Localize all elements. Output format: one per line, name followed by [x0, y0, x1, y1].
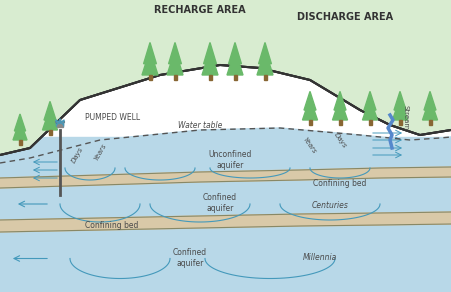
Polygon shape — [44, 101, 56, 120]
Bar — [368, 120, 372, 125]
Polygon shape — [227, 50, 243, 75]
Text: Water table: Water table — [178, 121, 222, 131]
Text: Millennia: Millennia — [303, 253, 337, 263]
Polygon shape — [258, 43, 272, 64]
Polygon shape — [0, 212, 451, 232]
Bar — [57, 121, 63, 127]
Text: Years: Years — [302, 136, 318, 154]
Polygon shape — [257, 50, 273, 75]
Polygon shape — [169, 43, 181, 64]
Text: DISCHARGE AREA: DISCHARGE AREA — [297, 12, 393, 22]
Text: Days: Days — [332, 131, 347, 149]
Bar — [263, 75, 267, 80]
Bar — [339, 120, 341, 125]
Polygon shape — [392, 98, 408, 120]
Polygon shape — [0, 167, 451, 188]
Polygon shape — [424, 91, 436, 110]
Polygon shape — [0, 0, 451, 155]
Polygon shape — [229, 43, 241, 64]
Text: Confined
aquifer: Confined aquifer — [203, 193, 237, 213]
Polygon shape — [14, 114, 26, 131]
Bar — [234, 75, 236, 80]
Polygon shape — [0, 128, 451, 178]
Bar — [428, 120, 432, 125]
Text: RECHARGE AREA: RECHARGE AREA — [154, 5, 246, 15]
Polygon shape — [42, 108, 57, 130]
Polygon shape — [423, 98, 437, 120]
Text: Confining bed: Confining bed — [313, 178, 367, 187]
Text: Confined
aquifer: Confined aquifer — [173, 248, 207, 268]
Polygon shape — [0, 224, 451, 292]
Polygon shape — [143, 43, 156, 64]
Bar — [308, 120, 312, 125]
Polygon shape — [303, 98, 318, 120]
Polygon shape — [332, 98, 348, 120]
Polygon shape — [167, 50, 183, 75]
Polygon shape — [394, 91, 406, 110]
Polygon shape — [13, 120, 27, 140]
Bar — [174, 75, 176, 80]
Polygon shape — [364, 91, 376, 110]
Bar — [49, 130, 51, 135]
Bar — [399, 120, 401, 125]
Bar — [18, 140, 22, 145]
Polygon shape — [142, 50, 158, 75]
Polygon shape — [203, 43, 216, 64]
Polygon shape — [334, 91, 346, 110]
Text: Stream: Stream — [402, 105, 408, 130]
Text: Years: Years — [93, 142, 107, 161]
Bar — [208, 75, 212, 80]
Polygon shape — [0, 177, 451, 220]
Polygon shape — [202, 50, 218, 75]
Bar — [148, 75, 152, 80]
Text: Unconfined
aquifer: Unconfined aquifer — [208, 150, 252, 170]
Polygon shape — [0, 0, 451, 155]
Bar — [0, 137, 451, 292]
Text: PUMPED WELL: PUMPED WELL — [85, 114, 140, 123]
Text: Days: Days — [71, 146, 85, 164]
Polygon shape — [363, 98, 377, 120]
Text: Confining bed: Confining bed — [85, 222, 138, 230]
Text: Centuries: Centuries — [312, 201, 349, 209]
Polygon shape — [304, 91, 316, 110]
